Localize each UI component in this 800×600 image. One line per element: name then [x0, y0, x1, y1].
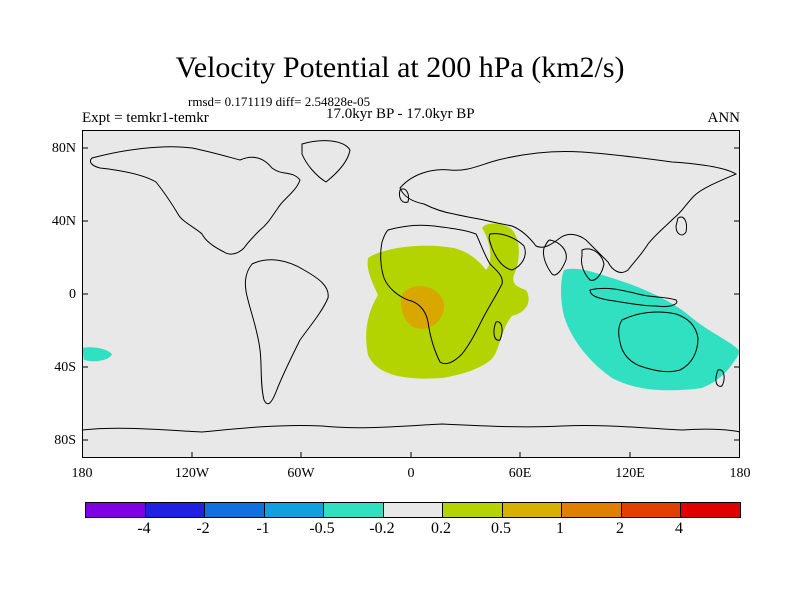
lon-label-120e: 120E: [615, 466, 645, 481]
lon-label-60w: 60W: [287, 466, 315, 481]
lon-label-120w: 120W: [174, 466, 210, 481]
map-border: [82, 130, 740, 458]
map-plot: [82, 130, 740, 458]
coast-australia: [618, 311, 699, 373]
coast-india: [543, 239, 567, 276]
colorbar-segment: [562, 503, 622, 517]
colorbar-label: 0.5: [491, 520, 511, 537]
lat-label-80n: 80N: [51, 141, 76, 156]
experiment-label: Expt = temkr1-temkr: [82, 110, 209, 126]
anomaly-negative-south-pacific: [82, 347, 112, 362]
colorbar-segment: [621, 503, 682, 517]
colorbar-segment: [205, 503, 265, 517]
anomaly-positive-africa: [366, 223, 529, 379]
colorbar-segment: [681, 503, 741, 517]
coast-arabia: [488, 233, 526, 271]
coast-south-america: [244, 259, 329, 405]
coast-north-america: [89, 146, 301, 255]
colorbar-label: 1: [556, 520, 564, 537]
colorbar-segment: [86, 503, 146, 517]
colorbar-segment: [502, 503, 563, 517]
colorbar-label: 4: [675, 520, 683, 537]
season-label: ANN: [707, 110, 741, 126]
lat-label-40n: 40N: [51, 214, 76, 229]
colorbar-segment: [264, 503, 325, 517]
lon-label-180e: 180: [729, 466, 751, 481]
lon-label-180w: 180: [71, 466, 93, 481]
coast-uk: [399, 188, 409, 203]
coast-europe-asia: [399, 150, 738, 273]
anomaly-core-central-africa: [400, 286, 445, 329]
coast-indonesia: [589, 287, 678, 307]
coast-greenland: [301, 140, 351, 183]
coastlines: [82, 140, 740, 433]
coast-southeast-asia: [581, 248, 605, 281]
chart-title: Velocity Potential at 200 hPa (km2/s): [175, 51, 625, 84]
colorbar-label: -0.5: [309, 520, 335, 537]
colorbar-label: -2: [196, 520, 210, 537]
lat-label-80s: 80S: [54, 433, 76, 448]
period-label: 17.0kyr BP - 17.0kyr BP: [326, 106, 475, 122]
colorbar-segment: [383, 503, 444, 517]
coast-japan: [675, 216, 687, 236]
lon-label-60e: 60E: [508, 466, 532, 481]
coast-new-zealand: [715, 369, 725, 387]
coast-antarctica: [82, 423, 740, 433]
colorbar-segment: [443, 503, 503, 517]
colorbar-label: 2: [616, 520, 624, 537]
coast-madagascar: [493, 321, 503, 341]
colorbar: [85, 502, 741, 518]
colorbar-label: 0.2: [431, 520, 451, 537]
lat-label-40s: 40S: [54, 360, 76, 375]
colorbar-label: -1: [256, 520, 270, 537]
colorbar-segment: [145, 503, 206, 517]
rmsd-diff-text: rmsd= 0.171119 diff= 2.54828e-05: [188, 94, 371, 109]
lon-label-0: 0: [407, 466, 415, 481]
coast-africa: [380, 224, 503, 365]
lat-label-0: 0: [69, 287, 76, 302]
colorbar-label: -4: [137, 520, 151, 537]
colorbar-segment: [324, 503, 384, 517]
colorbar-label: -0.2: [369, 520, 395, 537]
